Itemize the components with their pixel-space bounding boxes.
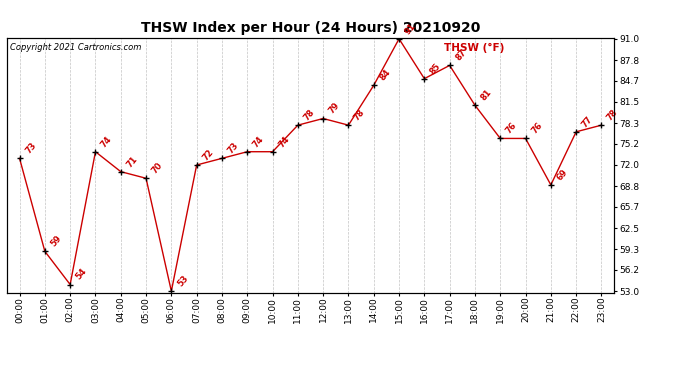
Text: 85: 85 <box>428 61 443 76</box>
Text: 87: 87 <box>454 48 468 63</box>
Text: 70: 70 <box>150 161 164 176</box>
Text: 72: 72 <box>201 147 215 162</box>
Text: 81: 81 <box>479 88 493 102</box>
Text: Copyright 2021 Cartronics.com: Copyright 2021 Cartronics.com <box>10 43 141 52</box>
Text: 53: 53 <box>175 274 190 288</box>
Text: 78: 78 <box>353 108 367 122</box>
Text: 59: 59 <box>49 234 63 249</box>
Text: 73: 73 <box>23 141 38 156</box>
Text: 91: 91 <box>403 21 417 36</box>
Title: THSW Index per Hour (24 Hours) 20210920: THSW Index per Hour (24 Hours) 20210920 <box>141 21 480 35</box>
Text: 79: 79 <box>327 101 342 116</box>
Text: 54: 54 <box>75 267 89 282</box>
Text: 74: 74 <box>277 134 291 149</box>
Text: 77: 77 <box>580 114 595 129</box>
Text: THSW (°F): THSW (°F) <box>444 43 504 52</box>
Text: 69: 69 <box>555 168 569 182</box>
Text: 73: 73 <box>226 141 240 156</box>
Text: 76: 76 <box>530 121 544 136</box>
Text: 84: 84 <box>378 68 393 82</box>
Text: 71: 71 <box>125 154 139 169</box>
Text: 78: 78 <box>606 108 620 122</box>
Text: 74: 74 <box>99 134 114 149</box>
Text: 76: 76 <box>504 121 519 136</box>
Text: 74: 74 <box>251 134 266 149</box>
Text: 78: 78 <box>302 108 316 122</box>
